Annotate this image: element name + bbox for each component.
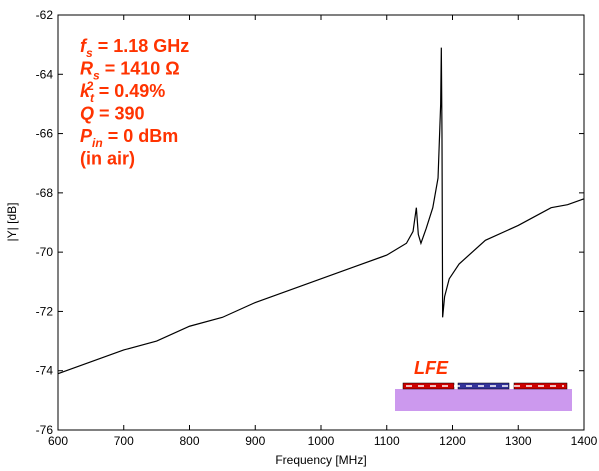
- x-tick-label: 600: [48, 434, 68, 448]
- y-tick-label: -76: [36, 423, 54, 437]
- annotation-text: = 1.18 GHz: [93, 36, 190, 56]
- y-tick-label: -68: [36, 186, 54, 200]
- annotation: (in air): [80, 149, 135, 169]
- inset-label: LFE: [414, 358, 449, 378]
- annotation: kt2 = 0.49%: [80, 79, 165, 105]
- annotation-symbol: k: [80, 81, 91, 101]
- y-tick-label: -72: [36, 304, 54, 318]
- y-tick-label: -74: [36, 364, 54, 378]
- annotation: Pin = 0 dBm: [80, 126, 178, 150]
- annotation-subscript: in: [92, 136, 103, 150]
- annotation-subscript: s: [93, 69, 100, 83]
- annotation-text: = 0 dBm: [103, 126, 179, 146]
- x-tick-label: 1400: [571, 434, 598, 448]
- annotation-symbol: f: [80, 36, 88, 56]
- lfe-device-icon: [395, 382, 572, 411]
- annotation-text: = 0.49%: [94, 81, 166, 101]
- annotation-subscript: s: [86, 46, 93, 60]
- x-tick-label: 1100: [374, 434, 400, 448]
- annotation-symbol: R: [80, 59, 93, 79]
- y-axis-label: |Y| [dB]: [5, 203, 19, 242]
- x-tick-label: 700: [114, 434, 134, 448]
- x-axis-label: Frequency [MHz]: [275, 453, 366, 467]
- y-tick-label: -64: [36, 67, 54, 81]
- y-tick-label: -66: [36, 127, 54, 141]
- annotation: Q = 390: [80, 104, 145, 124]
- annotation-symbol: P: [80, 126, 93, 146]
- x-tick-label: 800: [179, 434, 199, 448]
- substrate: [395, 389, 572, 411]
- annotation-text: = 1410 Ω: [100, 59, 180, 79]
- annotation: fs = 1.18 GHz: [80, 36, 189, 60]
- x-tick-label: 1000: [308, 434, 335, 448]
- y-tick-label: -62: [36, 8, 54, 22]
- data-line: [57, 47, 585, 375]
- x-tick-label: 900: [245, 434, 265, 448]
- annotation-subscript: t: [90, 91, 95, 105]
- annotation: Rs = 1410 Ω: [80, 59, 180, 83]
- annotation-superscript: 2: [87, 79, 94, 93]
- annotation-text: (in air): [80, 149, 135, 169]
- annotation-symbol: Q: [80, 104, 94, 124]
- y-tick-label: -70: [36, 245, 54, 259]
- annotation-text: = 390: [94, 104, 145, 124]
- x-tick-label: 1200: [439, 434, 466, 448]
- x-tick-label: 1300: [505, 434, 532, 448]
